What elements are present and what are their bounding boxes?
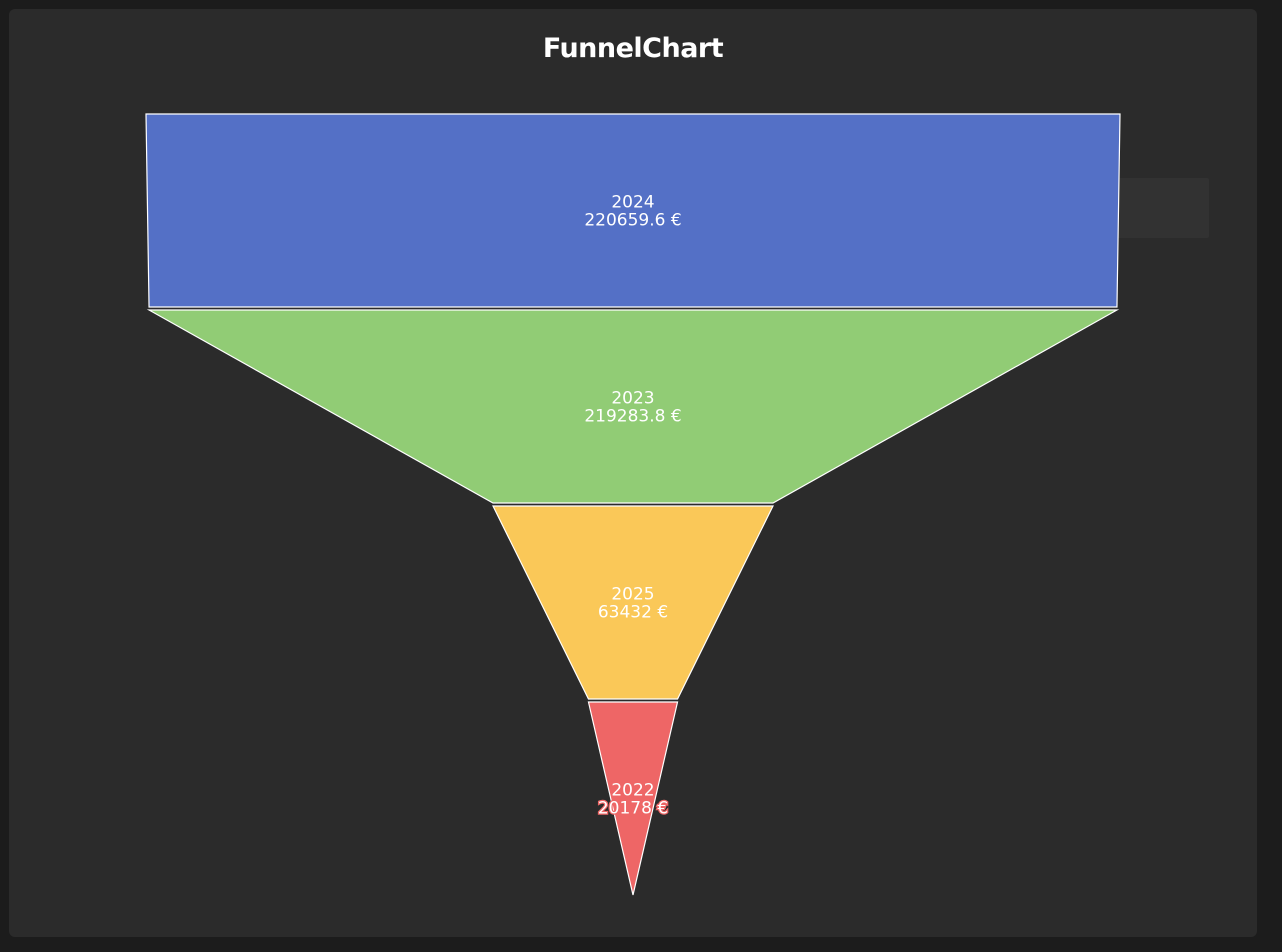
funnel-segment-shape[interactable] bbox=[146, 309, 1120, 504]
funnel-segment-shape[interactable] bbox=[587, 701, 679, 896]
funnel-stage-label: 2023 bbox=[611, 389, 654, 409]
funnel-stage-value: 220659.6 € bbox=[584, 211, 681, 231]
funnel-segment-shape[interactable] bbox=[145, 113, 1121, 308]
funnel-stage-value: 63432 € bbox=[598, 603, 668, 623]
chart-title: FunnelChart bbox=[542, 33, 724, 64]
funnel-stage-value: 20178 € bbox=[598, 799, 668, 819]
funnel-stage-value: 219283.8 € bbox=[584, 407, 681, 427]
funnel-stage-label: 2025 bbox=[611, 585, 654, 605]
funnel-segment-shape[interactable] bbox=[492, 505, 774, 700]
funnel-stage-label: 2024 bbox=[611, 193, 654, 213]
chart-card: FunnelChart 2024 220659.6 €2023 219283.8 €… bbox=[9, 9, 1257, 937]
funnel-stage-label: 2022 bbox=[611, 781, 654, 801]
